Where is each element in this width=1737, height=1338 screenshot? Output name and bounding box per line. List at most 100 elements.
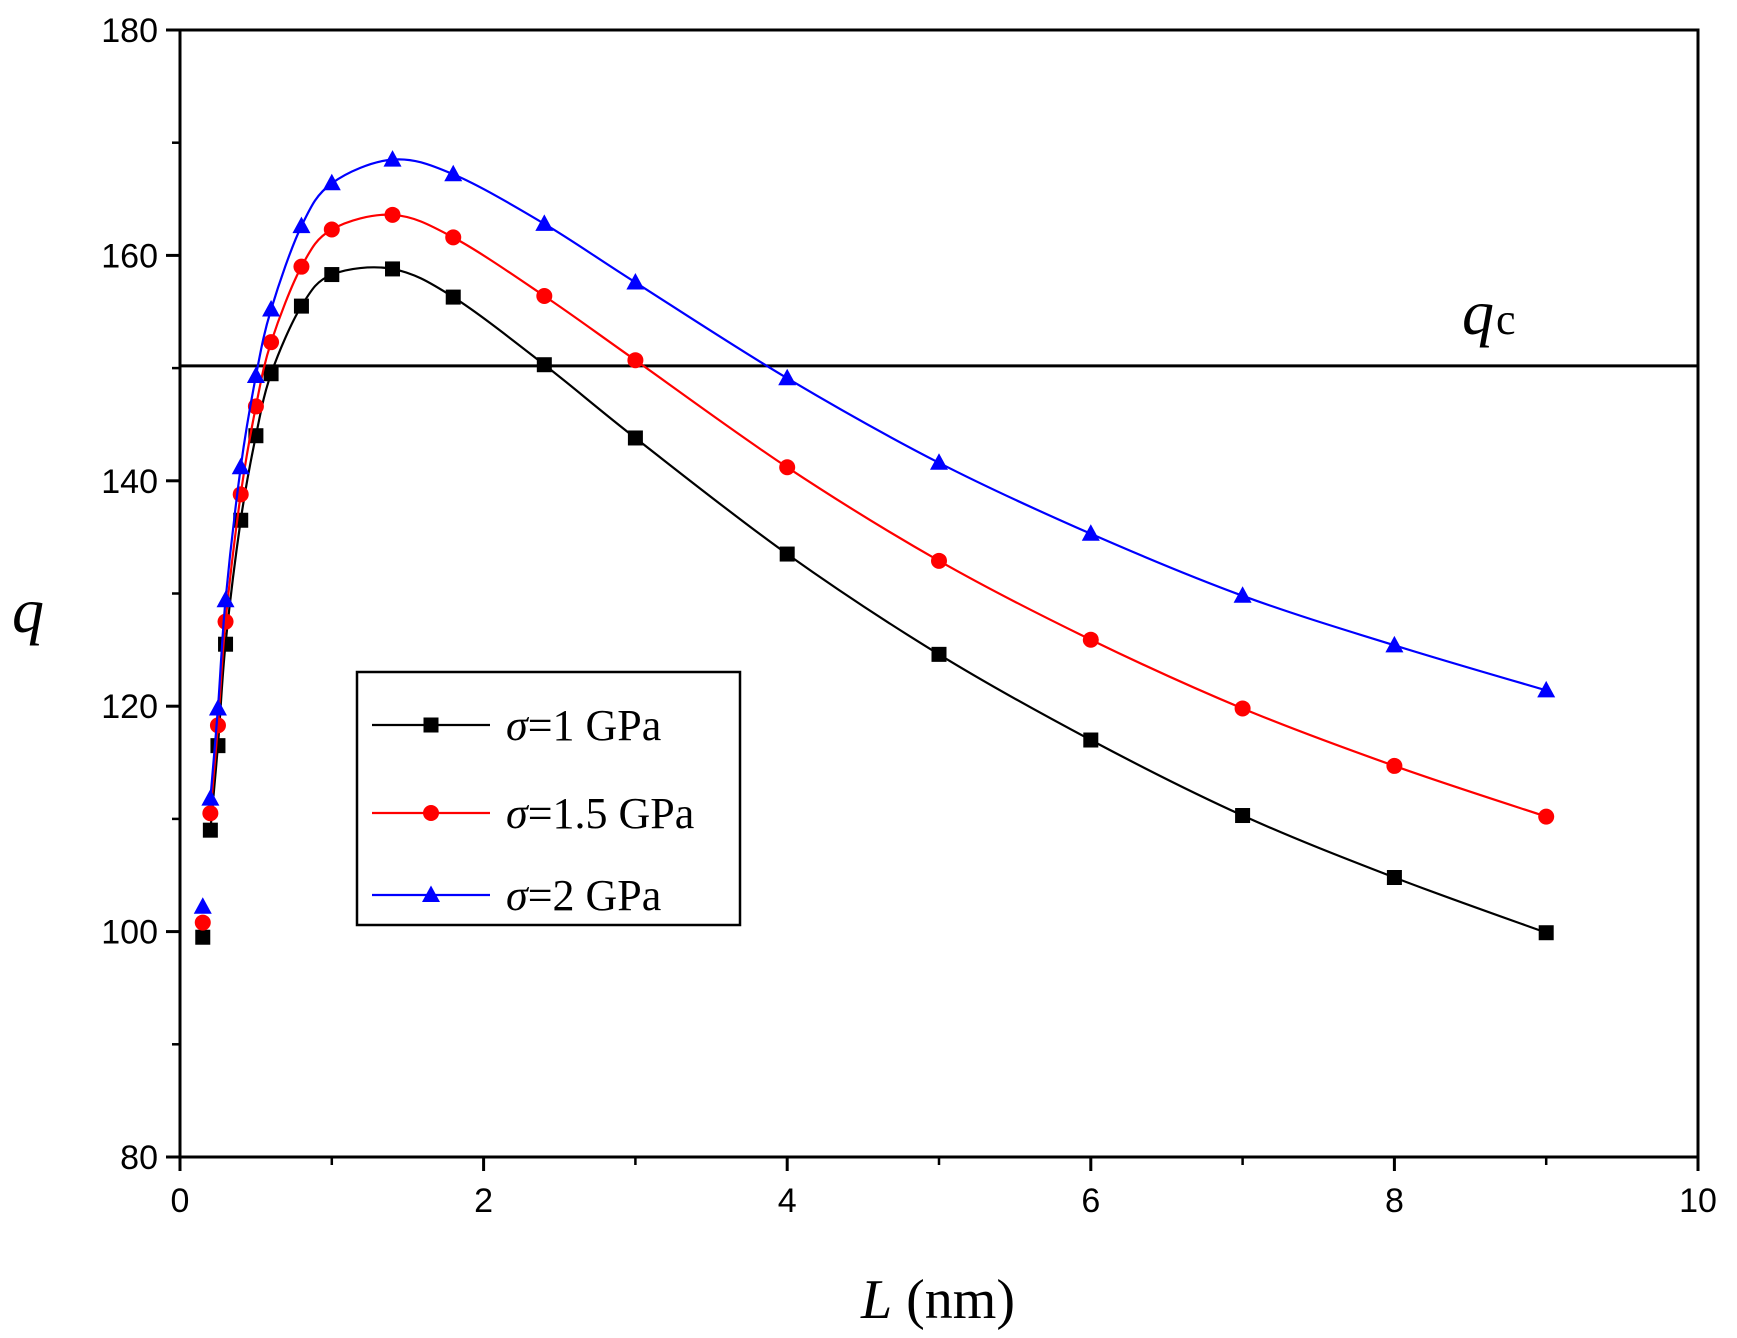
y-axis-title: q xyxy=(12,575,44,646)
data-point xyxy=(627,430,643,446)
legend-marker xyxy=(423,805,439,821)
data-point xyxy=(323,221,340,238)
reference-line-group: qc xyxy=(180,277,1698,368)
data-point xyxy=(201,789,220,806)
legend-symbol: σ xyxy=(506,789,530,838)
data-point xyxy=(385,261,401,277)
legend-entry-2: σ=1.5 GPa xyxy=(372,789,694,838)
data-point xyxy=(231,457,250,475)
x-axis-unit: (nm) xyxy=(892,1269,1015,1331)
legend-label: σ=2 GPa xyxy=(506,871,661,920)
legend-marker xyxy=(422,885,440,902)
data-point xyxy=(209,717,226,734)
data-point xyxy=(1081,524,1100,541)
data-point xyxy=(262,299,281,317)
data-point xyxy=(535,214,554,231)
legend-value: =2 GPa xyxy=(528,871,662,920)
data-point xyxy=(1386,870,1402,886)
data-point xyxy=(1235,808,1251,824)
data-point xyxy=(1537,680,1556,698)
data-point xyxy=(931,646,947,662)
data-point xyxy=(1385,635,1404,653)
data-point xyxy=(218,636,234,652)
x-tick-label: 6 xyxy=(1081,1182,1100,1220)
data-point xyxy=(627,352,644,369)
x-tick-label: 10 xyxy=(1679,1182,1717,1220)
y-tick-label: 120 xyxy=(101,688,158,726)
legend-label: σ=1.5 GPa xyxy=(506,789,694,838)
data-point xyxy=(445,289,461,305)
data-point xyxy=(194,914,211,931)
data-point xyxy=(626,272,645,290)
x-tick-label: 4 xyxy=(778,1182,797,1220)
data-point xyxy=(779,459,796,476)
data-point xyxy=(444,164,463,182)
data-point xyxy=(248,428,264,444)
reference-line-label: qc xyxy=(1462,277,1516,348)
data-point xyxy=(263,366,279,382)
y-tick-label: 80 xyxy=(120,1139,158,1177)
data-point xyxy=(1538,808,1555,825)
axis-ticks: 0 2 4 6 8 10 80 100 120 140 160 180 xyxy=(101,12,1717,1220)
series-2 xyxy=(194,206,1555,931)
y-tick-label: 100 xyxy=(101,914,158,952)
data-point xyxy=(931,552,947,569)
data-point xyxy=(779,546,795,562)
legend-symbol: σ xyxy=(506,871,530,920)
data-point xyxy=(930,453,948,470)
x-axis-title: L (nm) xyxy=(860,1269,1015,1331)
series-line xyxy=(209,158,1547,799)
series-3 xyxy=(193,150,1556,914)
data-point xyxy=(216,590,235,608)
data-point xyxy=(208,698,227,716)
data-point xyxy=(1233,586,1252,603)
data-point xyxy=(1538,925,1554,941)
legend-box xyxy=(355,670,742,927)
x-tick-label: 8 xyxy=(1385,1182,1404,1220)
data-point xyxy=(193,897,212,914)
data-point xyxy=(536,357,552,373)
x-tick-label: 0 xyxy=(171,1182,190,1220)
y-tick-label: 180 xyxy=(101,12,158,50)
data-point xyxy=(293,258,310,275)
legend-entry-1: σ=1 GPa xyxy=(372,701,661,750)
legend-marker xyxy=(423,717,439,733)
series-1 xyxy=(195,261,1554,945)
legend-value: =1 GPa xyxy=(528,701,662,750)
data-point xyxy=(232,486,249,503)
legend-label: σ=1 GPa xyxy=(506,701,661,750)
data-point xyxy=(195,929,211,945)
data-point xyxy=(1234,700,1251,717)
reference-line-label-sub: c xyxy=(1496,295,1516,344)
data-point xyxy=(383,150,402,167)
data-point xyxy=(445,229,462,246)
plot-frame xyxy=(178,28,1700,1159)
data-point xyxy=(202,822,218,838)
y-tick-label: 160 xyxy=(101,237,158,275)
data-point xyxy=(1082,631,1099,648)
data-point xyxy=(217,613,234,630)
data-point xyxy=(536,287,553,304)
data-point xyxy=(778,368,797,386)
data-point xyxy=(263,334,280,351)
x-axis-variable: L xyxy=(860,1269,892,1331)
data-point xyxy=(293,298,309,314)
y-tick-label: 140 xyxy=(101,463,158,501)
x-tick-label: 2 xyxy=(474,1182,493,1220)
data-point xyxy=(202,805,219,822)
reference-line-label-var: q xyxy=(1462,277,1494,348)
data-point xyxy=(1386,757,1403,774)
legend-symbol: σ xyxy=(506,701,530,750)
data-point xyxy=(1083,732,1099,748)
data-point xyxy=(324,267,340,283)
data-point xyxy=(322,173,341,191)
series-group xyxy=(193,150,1556,945)
legend-entry-3: σ=2 GPa xyxy=(372,871,661,920)
data-point xyxy=(246,366,265,383)
data-point xyxy=(384,206,401,223)
legend-value: =1.5 GPa xyxy=(528,789,695,838)
data-point xyxy=(292,216,311,234)
